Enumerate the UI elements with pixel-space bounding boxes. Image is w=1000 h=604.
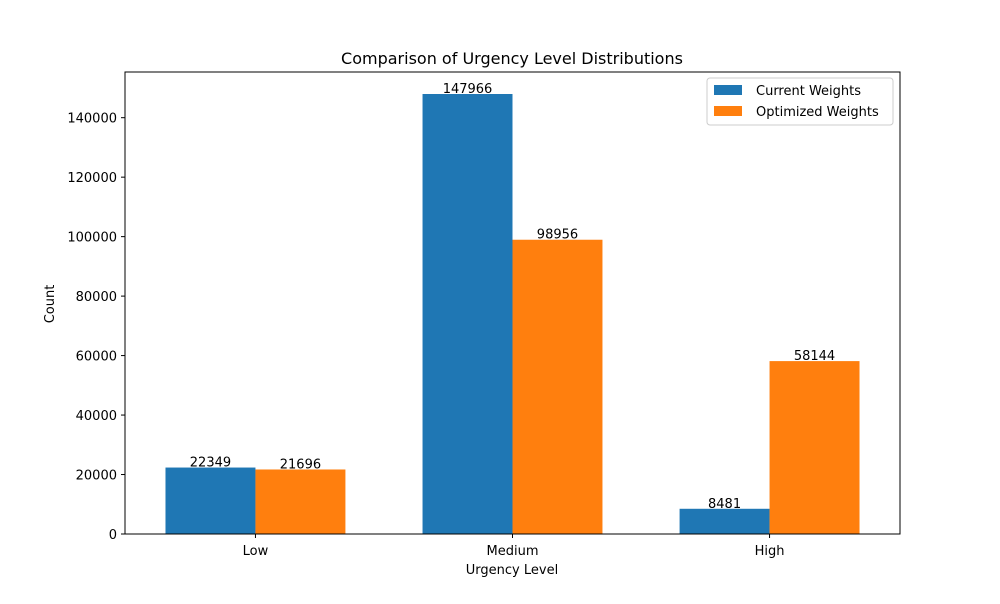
x-tick-label-low: Low	[243, 544, 269, 559]
data-labels-group: 22349 147966 8481 21696 98956 58144	[190, 82, 835, 512]
legend-box	[706, 77, 894, 126]
legend-swatch-optimized-weights	[714, 106, 742, 116]
bar-current-weights-high	[679, 508, 770, 534]
data-label-current-weights-medium: 147966	[443, 82, 493, 97]
data-label-current-weights-high: 8481	[708, 497, 741, 512]
x-tick-label-high: High	[755, 544, 785, 559]
plot-frame	[124, 71, 901, 535]
y-tick-label-60000: 60000	[76, 350, 117, 365]
legend-label-current-weights: Current Weights	[756, 84, 861, 99]
x-tick-label-medium: Medium	[487, 544, 539, 559]
y-axis-label: Count	[43, 285, 58, 324]
legend: Current Weights Optimized Weights	[706, 77, 894, 126]
y-axis: 0 20000 40000 60000 80000 100000 120000 140000	[67, 112, 125, 543]
y-tick-label-100000: 100000	[67, 231, 117, 246]
bar-optimized-weights-high	[769, 361, 860, 534]
legend-label-optimized-weights: Optimized Weights	[756, 105, 879, 120]
y-tick-label-40000: 40000	[76, 409, 117, 424]
x-axis-label: Urgency Level	[466, 563, 558, 578]
data-label-optimized-weights-high: 58144	[794, 349, 835, 364]
y-tick-label-140000: 140000	[67, 112, 117, 127]
bars-group	[165, 93, 860, 535]
legend-swatch-current-weights	[714, 85, 742, 95]
bar-optimized-weights-low	[255, 469, 346, 534]
data-label-optimized-weights-medium: 98956	[537, 228, 578, 243]
bar-optimized-weights-medium	[512, 239, 603, 534]
chart-title: Comparison of Urgency Level Distribution…	[341, 49, 683, 68]
x-axis: Low Medium High	[243, 534, 785, 559]
y-tick-label-80000: 80000	[76, 290, 117, 305]
y-tick-label-0: 0	[109, 528, 117, 543]
y-tick-label-120000: 120000	[67, 171, 117, 186]
bar-current-weights-low	[165, 467, 256, 534]
data-label-optimized-weights-low: 21696	[280, 457, 321, 472]
y-tick-label-20000: 20000	[76, 469, 117, 484]
data-label-current-weights-low: 22349	[190, 456, 231, 471]
bar-current-weights-medium	[422, 93, 513, 535]
